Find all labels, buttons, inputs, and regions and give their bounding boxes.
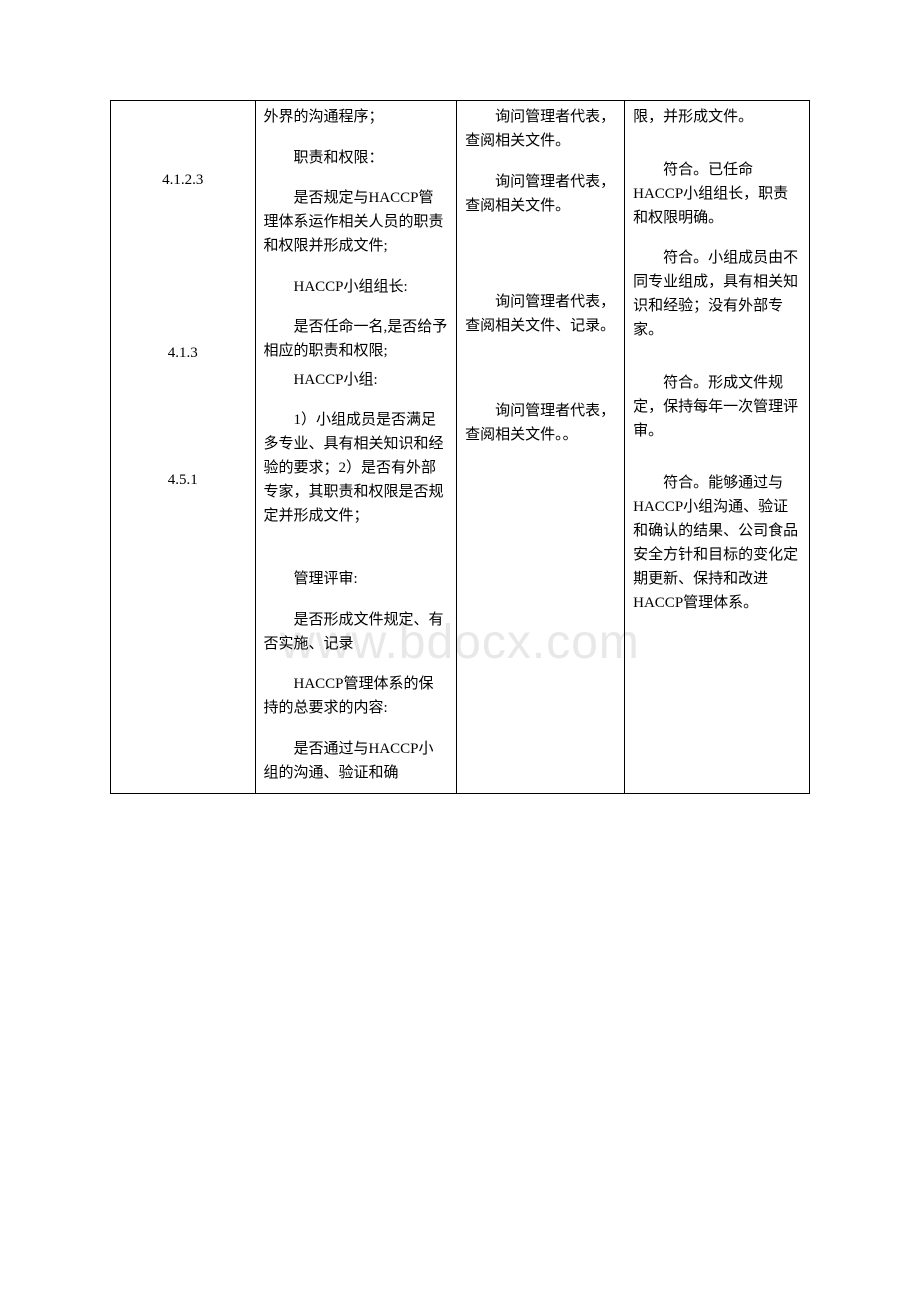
section-number-cell: 4.1.2.3 4.1.3 4.5.1 [111, 101, 256, 794]
result-text: 符合。能够通过与HACCP小组沟通、验证和确认的结果、公司食品安全方针和目标的变… [633, 471, 801, 615]
section-num: 4.1.3 [119, 341, 247, 365]
method-text: 询问管理者代表，查阅相关文件、记录。 [465, 290, 616, 338]
criteria-text: HACCP小组组长: [264, 275, 449, 299]
document-content: 4.1.2.3 4.1.3 4.5.1 外界的沟通程序； 职责和权限： 是否规定… [110, 100, 810, 794]
criteria-text: HACCP管理体系的保持的总要求的内容: [264, 672, 449, 720]
criteria-text: 是否任命一名,是否给予相应的职责和权限; [264, 315, 449, 363]
criteria-text: HACCP小组: [264, 368, 449, 392]
audit-method-cell: 询问管理者代表，查阅相关文件。 询问管理者代表，查阅相关文件。 询问管理者代表，… [457, 101, 625, 794]
criteria-text: 是否形成文件规定、有否实施、记录 [264, 608, 449, 656]
criteria-text: 是否通过与HACCP小组的沟通、验证和确 [264, 737, 449, 785]
result-text: 限，并形成文件。 [633, 105, 801, 129]
method-text: 询问管理者代表，查阅相关文件。 [465, 105, 616, 153]
section-num: 4.1.2.3 [119, 168, 247, 192]
audit-result-cell: 限，并形成文件。 符合。已任命HACCP小组组长，职责和权限明确。 符合。小组成… [625, 101, 810, 794]
criteria-text: 1）小组成员是否满足多专业、具有相关知识和经验的要求；2）是否有外部专家，其职责… [264, 408, 449, 528]
method-text: 询问管理者代表，查阅相关文件。 [465, 170, 616, 218]
criteria-text: 管理评审: [264, 567, 449, 591]
haccp-audit-table: 4.1.2.3 4.1.3 4.5.1 外界的沟通程序； 职责和权限： 是否规定… [110, 100, 810, 794]
audit-criteria-cell: 外界的沟通程序； 职责和权限： 是否规定与HACCP管理体系运作相关人员的职责和… [255, 101, 457, 794]
result-text: 符合。形成文件规定，保持每年一次管理评审。 [633, 371, 801, 443]
criteria-text: 外界的沟通程序； [264, 105, 449, 129]
section-num: 4.5.1 [119, 468, 247, 492]
result-text: 符合。已任命HACCP小组组长，职责和权限明确。 [633, 158, 801, 230]
criteria-text: 职责和权限： [264, 146, 449, 170]
table-row: 4.1.2.3 4.1.3 4.5.1 外界的沟通程序； 职责和权限： 是否规定… [111, 101, 810, 794]
criteria-text: 是否规定与HACCP管理体系运作相关人员的职责和权限并形成文件; [264, 186, 449, 258]
result-text: 符合。小组成员由不同专业组成，具有相关知识和经验；没有外部专家。 [633, 246, 801, 342]
method-text: 询问管理者代表，查阅相关文件。。 [465, 399, 616, 447]
